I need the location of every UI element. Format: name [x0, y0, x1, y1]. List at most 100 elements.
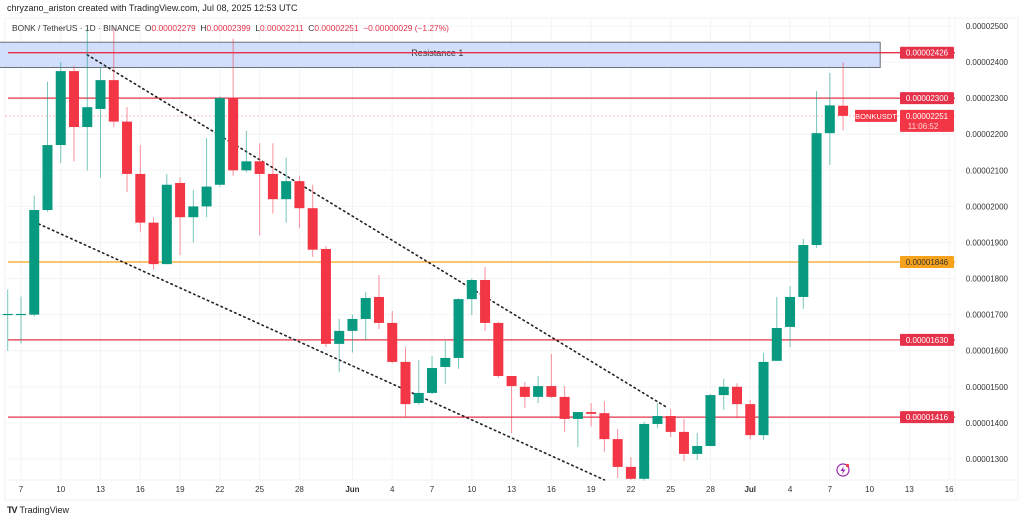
level-price-badge	[900, 255, 954, 268]
trendline-dotted[interactable]	[86, 54, 669, 409]
open-label: O	[144, 23, 152, 33]
level-price-label: 0.00002300	[906, 94, 949, 103]
date-tick-label: 7	[430, 485, 435, 494]
level-price-badge	[900, 333, 954, 346]
candle-bullish[interactable]	[42, 145, 53, 211]
lightning-bolt-icon	[840, 466, 846, 475]
candle-bullish[interactable]	[639, 423, 650, 479]
candle-bullish[interactable]	[798, 245, 809, 297]
candle-bullish[interactable]	[785, 296, 796, 327]
candle-bearish[interactable]	[400, 361, 411, 405]
candle-bullish[interactable]	[2, 313, 13, 316]
candle-bullish[interactable]	[692, 445, 703, 454]
candle-bullish[interactable]	[334, 330, 345, 344]
price-tick-label: 0.00002300	[966, 94, 1009, 103]
candle-bullish[interactable]	[453, 299, 464, 358]
candle-bearish[interactable]	[745, 404, 756, 436]
last-price-badge	[900, 109, 954, 132]
candle-bearish[interactable]	[254, 161, 265, 174]
candle-bullish[interactable]	[188, 206, 199, 218]
candle-bearish[interactable]	[612, 439, 623, 467]
candle-bearish[interactable]	[732, 386, 742, 405]
date-tick-label: 10	[467, 485, 476, 494]
date-tick-label: 22	[215, 485, 224, 494]
price-tick-label: 0.00002500	[966, 22, 1009, 31]
price-tick-label: 0.00002400	[966, 58, 1009, 67]
candle-bullish[interactable]	[241, 161, 252, 171]
date-tick-label: Jun	[345, 485, 359, 494]
candle-bullish[interactable]	[15, 313, 26, 316]
candle-bullish[interactable]	[161, 184, 172, 265]
price-tick-label: 0.00001300	[966, 455, 1009, 464]
symbol-label[interactable]: BONK / TetherUS · 1D · BINANCE	[12, 23, 141, 33]
candle-bullish[interactable]	[360, 298, 371, 319]
price-tick-label: 0.00002200	[966, 130, 1009, 139]
candle-bullish[interactable]	[652, 416, 663, 424]
candle-bullish[interactable]	[413, 392, 424, 404]
level-price-label: 0.00001630	[906, 336, 949, 345]
candle-bearish[interactable]	[294, 181, 305, 209]
candle-bearish[interactable]	[267, 173, 278, 200]
candle-bullish[interactable]	[572, 412, 583, 419]
price-tick-label: 0.00001800	[966, 275, 1009, 284]
candle-bearish[interactable]	[69, 71, 79, 128]
candle-bearish[interactable]	[506, 375, 517, 387]
price-tick-label: 0.00001700	[966, 311, 1009, 320]
candle-bullish[interactable]	[201, 186, 212, 207]
candle-bullish[interactable]	[466, 280, 477, 300]
candle-bullish[interactable]	[95, 80, 106, 109]
candle-bearish[interactable]	[175, 182, 186, 218]
candle-bearish[interactable]	[307, 208, 318, 250]
candle-bearish[interactable]	[228, 98, 239, 171]
resistance-zone[interactable]	[0, 41, 881, 68]
trendline-dotted[interactable]	[33, 221, 606, 481]
candle-bullish[interactable]	[811, 133, 822, 246]
price-tick-label: 0.00002000	[966, 202, 1009, 211]
candle-bearish[interactable]	[519, 386, 530, 397]
date-tick-label: 25	[666, 485, 675, 494]
candle-bearish[interactable]	[493, 322, 504, 376]
candle-bullish[interactable]	[440, 357, 451, 367]
candle-bullish[interactable]	[427, 368, 438, 393]
candle-bearish[interactable]	[678, 431, 689, 454]
candle-bearish[interactable]	[838, 105, 849, 116]
candle-bullish[interactable]	[347, 318, 358, 331]
low-value: 0.00002211	[260, 23, 304, 33]
open-value: 0.00002279	[151, 23, 196, 33]
candle-bearish[interactable]	[135, 173, 146, 223]
candle-bearish[interactable]	[108, 80, 119, 122]
candle-bullish[interactable]	[705, 395, 716, 446]
candle-bullish[interactable]	[29, 210, 40, 315]
notification-dot-icon	[845, 463, 850, 468]
candle-bearish[interactable]	[373, 296, 384, 323]
candle-bullish[interactable]	[281, 181, 292, 200]
candle-bullish[interactable]	[533, 386, 544, 397]
candle-bearish[interactable]	[665, 416, 676, 432]
candle-bullish[interactable]	[758, 361, 769, 436]
candle-bearish[interactable]	[586, 412, 597, 414]
date-tick-label: 10	[865, 485, 874, 494]
candle-bullish[interactable]	[718, 386, 729, 396]
date-tick-label: 13	[96, 485, 105, 494]
candle-bullish[interactable]	[55, 71, 66, 146]
symbol-tag: BONKUSDT	[855, 112, 897, 121]
low-label: L	[255, 23, 261, 33]
candle-bearish[interactable]	[599, 413, 610, 440]
candle-bullish[interactable]	[82, 107, 93, 128]
candle-bearish[interactable]	[559, 396, 570, 419]
candle-bearish[interactable]	[320, 248, 331, 344]
candle-bearish[interactable]	[480, 280, 491, 323]
price-tick-label: 0.00002100	[966, 166, 1009, 175]
candle-bullish[interactable]	[824, 105, 835, 134]
candle-bearish[interactable]	[122, 121, 133, 174]
candle-bullish[interactable]	[214, 98, 225, 185]
candle-bearish[interactable]	[148, 222, 159, 265]
candle-bearish[interactable]	[625, 466, 636, 479]
price-tick-label: 0.00001900	[966, 238, 1009, 247]
candle-bearish[interactable]	[546, 386, 557, 397]
candle-bullish[interactable]	[771, 327, 782, 361]
bar-countdown: 11:06:52	[908, 122, 939, 131]
tradingview-logo[interactable]: TV TradingView	[7, 505, 69, 515]
candle-bearish[interactable]	[387, 322, 398, 362]
